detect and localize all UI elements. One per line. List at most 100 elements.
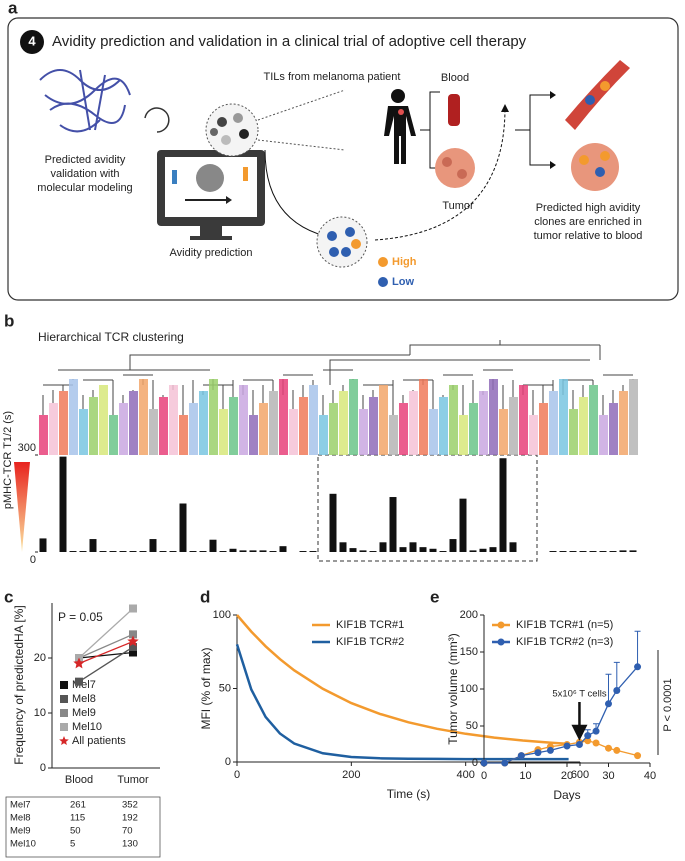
- annotation: 5x10⁶ T cells: [552, 689, 607, 700]
- marker: [584, 737, 592, 745]
- cluster-block: [89, 397, 98, 455]
- cluster-block: [169, 385, 178, 455]
- table-cell: 50: [70, 826, 81, 837]
- y-tick-label: 50: [466, 720, 478, 732]
- y-axis-label: pMHC-TCR T1/2 (s): [2, 411, 14, 509]
- legend-label: KIF1B TCR#2 (n=3): [516, 636, 613, 648]
- step-badge: [20, 30, 44, 54]
- x-tick-label: Tumor: [117, 774, 149, 786]
- legend-label: KIF1B TCR#1 (n=5): [516, 619, 613, 631]
- cluster-block: [129, 391, 138, 455]
- cluster-block: [249, 415, 258, 455]
- table-cell: 192: [122, 813, 138, 824]
- table-cell: 130: [122, 839, 138, 850]
- marker: [613, 686, 621, 694]
- diagram-text: Predicted high avidity: [536, 202, 641, 214]
- cluster-block: [459, 415, 468, 455]
- y-tick-label: 0: [225, 756, 231, 768]
- error-bar: [634, 630, 641, 667]
- til-circle: [205, 103, 259, 157]
- y-tick-label: 20: [34, 652, 46, 664]
- y-axis-label: MFI (% of max): [199, 647, 213, 729]
- tumor-icon: [571, 143, 619, 191]
- diagram-text: molecular modeling: [37, 182, 132, 194]
- bar: [459, 498, 467, 552]
- x-tick-label: Blood: [65, 774, 93, 786]
- bar: [349, 548, 357, 552]
- cluster-block: [359, 409, 368, 455]
- table-cell: 5: [70, 839, 75, 850]
- cluster-block: [219, 409, 228, 455]
- bar: [99, 551, 107, 552]
- cluster-block: [179, 415, 188, 455]
- cluster-block: [299, 397, 308, 455]
- x-tick-label: 200: [342, 769, 360, 781]
- x-tick-label: 600: [571, 769, 589, 781]
- bar: [269, 551, 277, 552]
- cluster-block: [369, 397, 378, 455]
- bar: [149, 539, 157, 552]
- bar: [359, 550, 367, 552]
- cluster-block: [449, 385, 458, 455]
- cluster-block: [349, 379, 358, 455]
- diagram-text: validation with: [50, 168, 119, 180]
- annotation-arrow: [571, 702, 588, 741]
- marker: [501, 759, 509, 767]
- diagram-text: Blood: [441, 72, 469, 84]
- bar: [449, 539, 457, 552]
- bar: [129, 551, 137, 552]
- table-cell: 352: [122, 800, 138, 811]
- arrow-head: [501, 104, 509, 112]
- legend-dot: [378, 277, 388, 287]
- marker: [605, 700, 612, 708]
- tumor-icon: [435, 148, 475, 188]
- bar: [69, 551, 77, 552]
- cluster-block: [529, 415, 538, 455]
- y-tick-label: 0: [472, 757, 478, 769]
- y-tick-label: 100: [460, 683, 478, 695]
- arrow-head: [550, 91, 556, 169]
- cluster-block: [329, 403, 338, 455]
- cluster-block: [39, 415, 48, 455]
- x-tick-label: 30: [602, 770, 614, 782]
- bar: [109, 551, 117, 552]
- bar: [609, 551, 617, 552]
- cluster-block: [479, 391, 488, 455]
- series-line: [78, 640, 134, 665]
- bar: [199, 551, 207, 552]
- marker: [575, 741, 583, 748]
- marker: [592, 727, 600, 735]
- table-cell: 115: [70, 813, 85, 824]
- legend-dot: [378, 257, 388, 267]
- bar: [279, 546, 287, 552]
- bar: [369, 551, 377, 552]
- bar: [239, 550, 247, 552]
- legend-marker: [60, 695, 68, 703]
- cluster-block: [629, 379, 638, 455]
- cluster-block: [209, 379, 218, 455]
- cluster-block: [509, 397, 518, 455]
- cluster-block: [609, 403, 618, 455]
- marker: [613, 746, 621, 754]
- cluster-block: [289, 409, 298, 455]
- cluster-block: [49, 403, 58, 455]
- marker: [127, 635, 139, 647]
- bar: [569, 551, 577, 552]
- bar: [469, 550, 477, 552]
- cluster-block: [539, 403, 548, 455]
- table-cell: Mel7: [10, 800, 31, 811]
- dendrogram-branch: [58, 340, 601, 385]
- marker: [634, 752, 642, 760]
- error-bar: [613, 661, 620, 691]
- bar: [499, 458, 507, 552]
- legend-label: Mel8: [72, 693, 96, 705]
- bar: [489, 547, 497, 552]
- series-line: [236, 614, 569, 746]
- y-tick-label: 0: [30, 554, 36, 566]
- series-line: [235, 644, 569, 761]
- bar: [379, 542, 387, 552]
- chart-title: Hierarchical TCR clustering: [38, 330, 184, 344]
- x-tick-label: 0: [234, 769, 240, 781]
- marker: [584, 732, 592, 740]
